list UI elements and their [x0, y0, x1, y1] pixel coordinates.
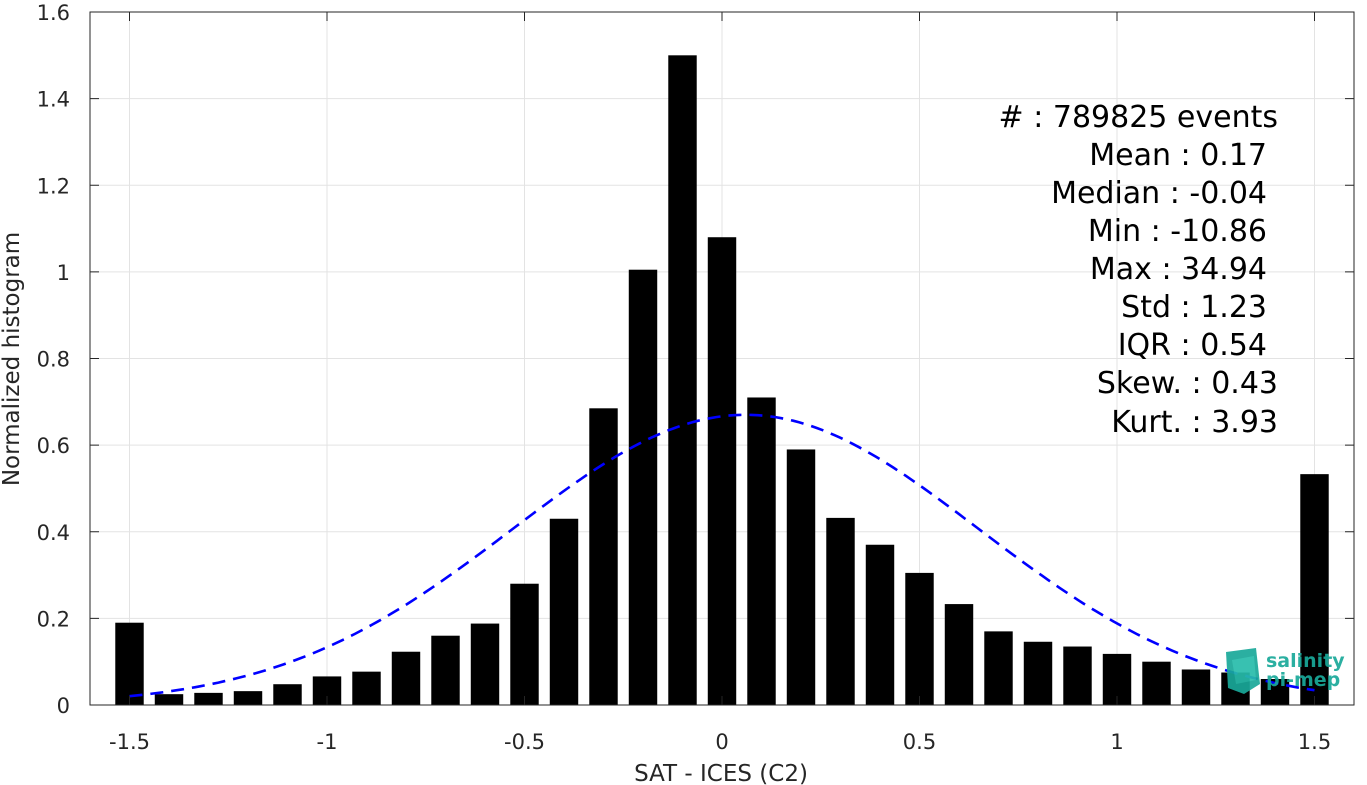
x-tick-label: 1 — [1110, 730, 1123, 754]
stat-kurt: Kurt. : 3.93 — [1111, 405, 1278, 440]
histogram-bar — [470, 623, 500, 705]
x-tick-label: 0 — [715, 730, 728, 754]
logo-line2: pi-mep — [1266, 669, 1340, 691]
histogram-bar — [944, 604, 974, 705]
histogram-bar — [549, 518, 579, 705]
x-axis-label: SAT - ICES (C2) — [634, 761, 808, 785]
y-tick-labels: 0 0.2 0.4 0.6 0.8 1 1.2 1.4 1.6 — [37, 1, 70, 718]
x-tick-label: -1 — [317, 730, 338, 754]
y-axis-label: Normalized histogram — [0, 232, 25, 486]
x-tick-label: -1.5 — [109, 730, 150, 754]
stat-iqr: IQR : 0.54 — [1118, 328, 1267, 363]
histogram-bar — [510, 583, 539, 705]
histogram-bar — [1300, 474, 1329, 705]
x-tick-label: 1.5 — [1298, 730, 1331, 754]
y-tick-label: 0.2 — [37, 607, 70, 631]
stat-mean: Mean : 0.17 — [1089, 138, 1267, 173]
histogram-bar — [589, 408, 618, 705]
histogram-bar — [1181, 669, 1211, 705]
histogram-bar — [273, 684, 302, 705]
histogram-bar — [786, 449, 816, 705]
salinity-pimep-logo: salinity pi-mep — [1226, 648, 1345, 694]
histogram-bar — [1063, 646, 1092, 705]
histogram-bar — [233, 691, 263, 705]
histogram-bar — [865, 544, 895, 705]
histogram-bar — [431, 635, 460, 705]
histogram-bar — [1142, 661, 1171, 705]
y-tick-label: 0 — [57, 694, 70, 718]
histogram-bar — [628, 269, 658, 705]
y-tick-label: 1.4 — [37, 88, 70, 112]
histogram-bar — [747, 397, 776, 705]
axis-ticks — [90, 11, 1354, 706]
histogram-bars — [115, 55, 1329, 705]
histogram-bar — [984, 631, 1013, 705]
y-tick-label: 0.4 — [37, 521, 70, 545]
histogram-bar — [115, 622, 144, 705]
x-tick-label: -0.5 — [504, 730, 545, 754]
stat-max: Max : 34.94 — [1090, 252, 1267, 287]
histogram-bar — [826, 517, 855, 705]
statistics-annotation: # : 789825 events Mean : 0.17 Median : -… — [999, 100, 1278, 440]
logo-line1: salinity — [1266, 650, 1345, 672]
histogram-bar — [194, 692, 223, 705]
stat-median: Median : -0.04 — [1051, 176, 1267, 211]
histogram-bar — [668, 55, 697, 705]
histogram-bar — [391, 651, 421, 705]
y-tick-label: 1 — [57, 261, 70, 285]
y-tick-label: 1.2 — [37, 174, 70, 198]
histogram-bar — [352, 671, 381, 705]
x-tick-labels: -1.5 -1 -0.5 0 0.5 1 1.5 — [109, 730, 1331, 754]
stat-min: Min : -10.86 — [1088, 214, 1267, 249]
y-tick-label: 0.6 — [37, 434, 70, 458]
stat-skew: Skew. : 0.43 — [1097, 366, 1278, 401]
logo-mark-shade — [1232, 656, 1256, 684]
histogram-bar — [905, 572, 934, 705]
x-tick-label: 0.5 — [903, 730, 936, 754]
y-tick-label: 0.8 — [37, 348, 70, 372]
histogram-bar — [1023, 641, 1053, 705]
gaussian-fit-curve — [129, 413, 1315, 698]
y-tick-label: 1.6 — [37, 1, 70, 25]
histogram-bar — [707, 237, 737, 705]
histogram-bar — [154, 694, 184, 705]
stat-std: Std : 1.23 — [1121, 290, 1267, 325]
stat-events: # : 789825 events — [999, 100, 1278, 135]
